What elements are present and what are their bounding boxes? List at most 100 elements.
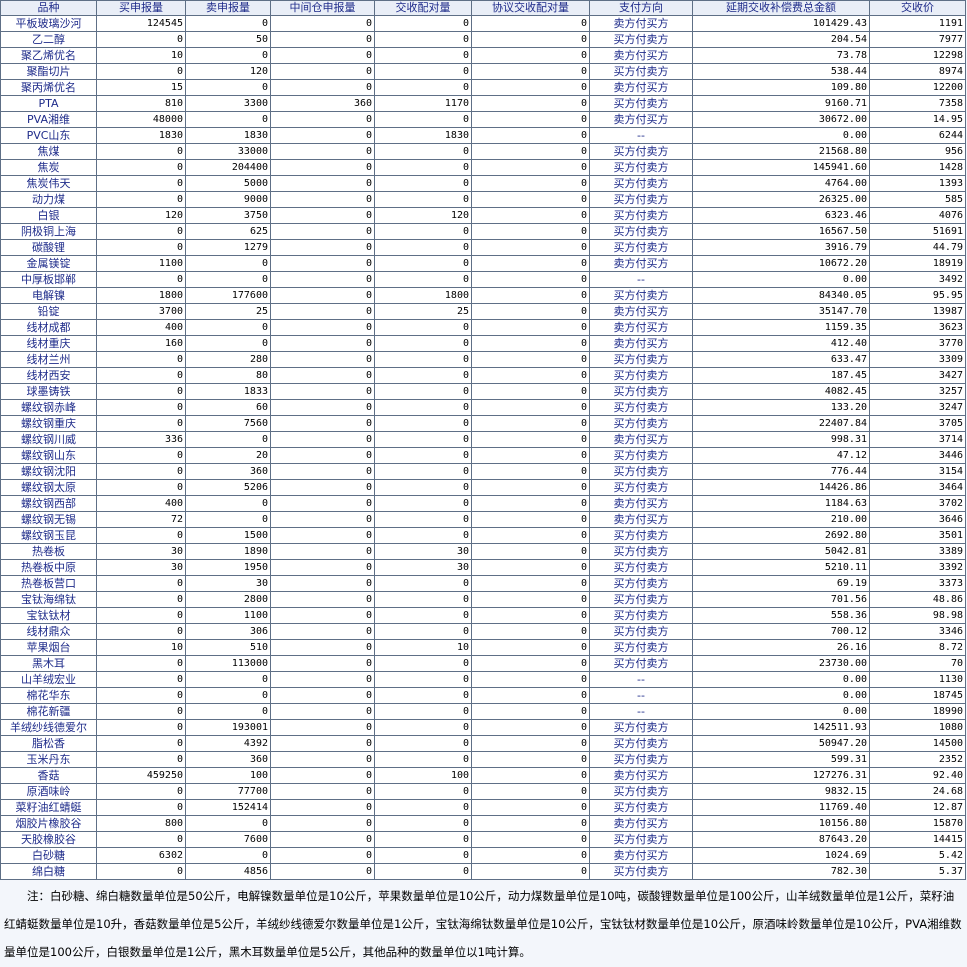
cell-delivery-matched: 0 xyxy=(374,415,472,432)
cell-middle-warehouse: 0 xyxy=(270,383,375,400)
table-row: 螺纹钢赤峰 0 60 0 0 0 买方付卖方 133.20 3247 xyxy=(0,399,966,416)
cell-variety: 山羊绒宏业 xyxy=(0,671,97,688)
table-row: 白砂糖 6302 0 0 0 0 卖方付买方 1024.69 5.42 xyxy=(0,847,966,864)
cell-compensation-amount: 35147.70 xyxy=(692,303,870,320)
table-row: 宝钛钛材 0 1100 0 0 0 买方付卖方 558.36 98.98 xyxy=(0,607,966,624)
cell-delivery-price: 3309 xyxy=(869,351,966,368)
cell-agreement-matched: 0 xyxy=(471,479,590,496)
cell-payment-direction: 买方付卖方 xyxy=(589,383,693,400)
cell-agreement-matched: 0 xyxy=(471,687,590,704)
table-row: 聚乙烯优名 10 0 0 0 0 卖方付买方 73.78 12298 xyxy=(0,47,966,64)
cell-payment-direction: 买方付卖方 xyxy=(589,287,693,304)
cell-variety: 白砂糖 xyxy=(0,847,97,864)
cell-buy-declared: 15 xyxy=(96,79,186,96)
table-row: 螺纹钢川威 336 0 0 0 0 卖方付买方 998.31 3714 xyxy=(0,431,966,448)
cell-middle-warehouse: 0 xyxy=(270,159,375,176)
cell-delivery-matched: 0 xyxy=(374,335,472,352)
cell-delivery-matched: 0 xyxy=(374,815,472,832)
cell-buy-declared: 30 xyxy=(96,559,186,576)
cell-delivery-price: 3702 xyxy=(869,495,966,512)
cell-variety: 螺纹钢玉昆 xyxy=(0,527,97,544)
cell-middle-warehouse: 360 xyxy=(270,95,375,112)
cell-agreement-matched: 0 xyxy=(471,47,590,64)
cell-agreement-matched: 0 xyxy=(471,351,590,368)
cell-middle-warehouse: 0 xyxy=(270,783,375,800)
cell-payment-direction: 买方付卖方 xyxy=(589,863,693,880)
table-row: 电解镍 1800 177600 0 1800 0 买方付卖方 84340.05 95.95 xyxy=(0,287,966,304)
cell-middle-warehouse: 0 xyxy=(270,447,375,464)
cell-compensation-amount: 30672.00 xyxy=(692,111,870,128)
cell-delivery-matched: 1830 xyxy=(374,127,472,144)
cell-middle-warehouse: 0 xyxy=(270,623,375,640)
cell-variety: 苹果烟台 xyxy=(0,639,97,656)
cell-middle-warehouse: 0 xyxy=(270,687,375,704)
cell-sell-declared: 3750 xyxy=(185,207,271,224)
cell-payment-direction: -- xyxy=(589,703,693,720)
cell-delivery-matched: 25 xyxy=(374,303,472,320)
cell-sell-declared: 1830 xyxy=(185,127,271,144)
cell-agreement-matched: 0 xyxy=(471,143,590,160)
table-row: 金属镁锭 1100 0 0 0 0 卖方付买方 10672.20 18919 xyxy=(0,255,966,272)
cell-buy-declared: 0 xyxy=(96,703,186,720)
cell-payment-direction: 买方付卖方 xyxy=(589,735,693,752)
cell-delivery-price: 4076 xyxy=(869,207,966,224)
cell-payment-direction: 买方付卖方 xyxy=(589,639,693,656)
cell-middle-warehouse: 0 xyxy=(270,495,375,512)
cell-delivery-price: 8974 xyxy=(869,63,966,80)
cell-variety: 热卷板中原 xyxy=(0,559,97,576)
cell-sell-declared: 80 xyxy=(185,367,271,384)
cell-compensation-amount: 23730.00 xyxy=(692,655,870,672)
cell-payment-direction: 卖方付买方 xyxy=(589,495,693,512)
cell-payment-direction: 卖方付买方 xyxy=(589,335,693,352)
cell-middle-warehouse: 0 xyxy=(270,111,375,128)
cell-variety: 羊绒纱线德爱尔 xyxy=(0,719,97,736)
cell-delivery-price: 12298 xyxy=(869,47,966,64)
cell-agreement-matched: 0 xyxy=(471,127,590,144)
cell-middle-warehouse: 0 xyxy=(270,175,375,192)
cell-sell-declared: 77700 xyxy=(185,783,271,800)
cell-delivery-matched: 0 xyxy=(374,703,472,720)
cell-delivery-matched: 0 xyxy=(374,383,472,400)
header-payment-direction: 支付方向 xyxy=(589,0,693,16)
cell-variety: 白银 xyxy=(0,207,97,224)
cell-delivery-matched: 1170 xyxy=(374,95,472,112)
cell-delivery-price: 3501 xyxy=(869,527,966,544)
cell-sell-declared: 7560 xyxy=(185,415,271,432)
cell-delivery-price: 1080 xyxy=(869,719,966,736)
cell-delivery-price: 12.87 xyxy=(869,799,966,816)
cell-payment-direction: 买方付卖方 xyxy=(589,223,693,240)
cell-delivery-price: 3714 xyxy=(869,431,966,448)
cell-compensation-amount: 26.16 xyxy=(692,639,870,656)
cell-delivery-price: 3464 xyxy=(869,479,966,496)
cell-delivery-price: 3705 xyxy=(869,415,966,432)
cell-sell-declared: 4392 xyxy=(185,735,271,752)
cell-delivery-matched: 0 xyxy=(374,655,472,672)
cell-buy-declared: 72 xyxy=(96,511,186,528)
cell-delivery-matched: 10 xyxy=(374,639,472,656)
cell-sell-declared: 1950 xyxy=(185,559,271,576)
cell-compensation-amount: 10672.20 xyxy=(692,255,870,272)
table-row: 白银 120 3750 0 120 0 买方付卖方 6323.46 4076 xyxy=(0,207,966,224)
cell-delivery-matched: 0 xyxy=(374,511,472,528)
cell-variety: PVC山东 xyxy=(0,127,97,144)
cell-variety: 螺纹钢重庆 xyxy=(0,415,97,432)
cell-agreement-matched: 0 xyxy=(471,447,590,464)
cell-variety: 铅锭 xyxy=(0,303,97,320)
cell-middle-warehouse: 0 xyxy=(270,367,375,384)
cell-delivery-price: 8.72 xyxy=(869,639,966,656)
cell-delivery-price: 5.42 xyxy=(869,847,966,864)
table-row: 宝钛海绵钛 0 2800 0 0 0 买方付卖方 701.56 48.86 xyxy=(0,591,966,608)
cell-delivery-price: 13987 xyxy=(869,303,966,320)
cell-delivery-matched: 1800 xyxy=(374,287,472,304)
cell-agreement-matched: 0 xyxy=(471,623,590,640)
cell-payment-direction: 买方付卖方 xyxy=(589,415,693,432)
header-delivery-matched: 交收配对量 xyxy=(374,0,472,16)
cell-payment-direction: 买方付卖方 xyxy=(589,831,693,848)
cell-buy-declared: 0 xyxy=(96,415,186,432)
cell-variety: 玉米丹东 xyxy=(0,751,97,768)
cell-agreement-matched: 0 xyxy=(471,815,590,832)
cell-delivery-price: 3446 xyxy=(869,447,966,464)
table-body: 平板玻璃沙河 124545 0 0 0 0 卖方付买方 101429.43 1191 乙二醇 0 50… xyxy=(0,15,966,880)
cell-agreement-matched: 0 xyxy=(471,703,590,720)
footnote: 注：白砂糖、绵白糖数量单位是50公斤，电解镍数量单位是10公斤，苹果数量单位是1… xyxy=(4,889,962,959)
